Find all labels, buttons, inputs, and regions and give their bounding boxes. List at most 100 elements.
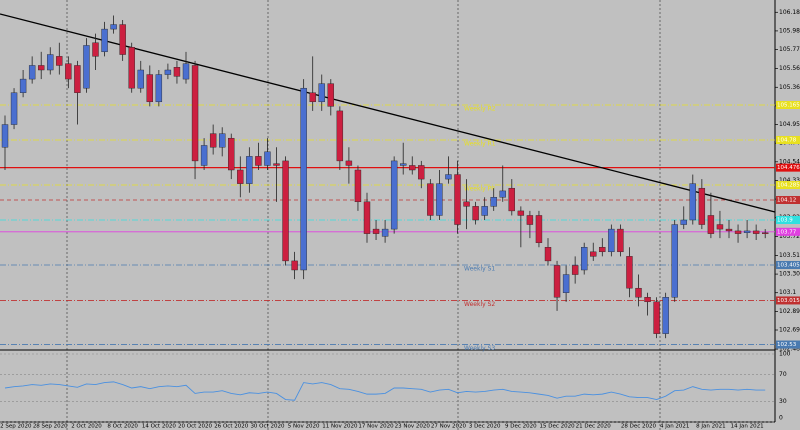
level-box [776,216,800,224]
indicator-line [4,381,766,401]
level-value: 103.9 [777,218,793,224]
candle-body [110,24,117,30]
level-box [776,196,800,204]
candle-body [318,83,325,103]
level-box [776,163,800,172]
candle-body [762,232,769,234]
level-name: Weekly S2 [464,301,495,308]
level-value: 103.77 [777,229,797,235]
candle-body [119,24,126,55]
level-box [776,101,800,109]
candle-body [472,206,479,221]
x-tick-label: 14 Oct 2020 [142,424,177,430]
candle-body [716,224,724,230]
level-value: 105.165 [777,103,800,109]
candle-body [662,297,669,334]
level-value: 104.78 [777,138,797,144]
x-tick-label: 8 Jan 2021 [696,424,725,430]
indicator-tick-label: 70 [779,371,787,378]
x-tick-label: 17 Nov 2020 [358,424,394,430]
x-tick-label: 23 Nov 2020 [395,424,431,430]
candle-body [562,274,570,293]
candle-body [526,215,534,225]
level-value: 104.285 [777,183,800,189]
candle-body [74,65,81,93]
candle-body [490,197,497,207]
candle-body [508,187,515,212]
x-tick-label: 15 Dec 2020 [539,424,575,430]
y-tick-label: 104.95 [779,121,800,128]
level-name: Weekly R2 [464,106,496,113]
candle-body [155,74,163,103]
candle-body [345,160,353,166]
y-tick-label: 103.51 [779,252,800,259]
candle-body [146,74,154,103]
x-tick-label: 4 Jan 2021 [660,424,689,430]
candle-body [228,137,235,171]
candle-body [617,228,624,253]
candle-body [336,110,344,162]
indicator-tick-label: 30 [779,398,787,405]
level-value: 104.476 [777,165,800,171]
candle-body [725,228,733,232]
x-tick-label: 21 Dec 2020 [576,424,612,430]
candle-body [28,65,36,80]
candle-body [10,92,18,125]
candle-body [273,163,280,166]
candle-body [92,42,99,57]
y-tick-label: 102.48 [779,346,800,353]
y-tick-label: 103.72 [779,233,800,240]
candle-body [65,63,72,80]
candle-body [517,210,525,216]
y-tick-label: 103.1 [779,289,796,296]
y-tick-label: 104.54 [779,158,800,165]
x-tick-label: 30 Oct 2020 [250,424,285,430]
candle-body [83,45,90,89]
candle-body [581,247,588,271]
level-box [776,136,800,144]
level-value: 103.405 [777,263,800,269]
y-tick-label: 102.895 [779,308,800,315]
candle-body [173,67,181,77]
y-tick-label: 106.185 [779,9,800,16]
trend-line [0,13,776,213]
x-tick-label: 20 Oct 2020 [178,424,213,430]
candle-body [608,228,615,253]
candle-body [689,183,696,221]
candle-body [363,201,371,234]
y-tick-label: 105.36 [779,84,800,91]
x-tick-label: 3 Dec 2020 [469,424,501,430]
x-tick-label: 11 Nov 2020 [322,424,358,430]
x-tick-label: 9 Dec 2020 [505,424,537,430]
candle-body [19,78,27,93]
y-tick-label: 105.98 [779,27,800,34]
candle-body [381,228,389,237]
candle-body [571,265,579,275]
indicator-tick-label: 100 [779,351,791,358]
level-box [776,340,800,349]
candle-body [590,251,597,257]
candle-body [101,28,108,53]
candle-body [291,260,298,271]
candle-body [282,160,289,262]
candle-body [200,145,208,166]
candle-body [653,301,660,334]
level-value: 103.015 [777,298,800,304]
y-tick-label: 103.305 [779,271,800,278]
candle-body [734,230,742,234]
level-value: 104.12 [777,198,796,204]
candle-body [752,230,760,234]
candle-body [599,247,606,253]
candle-body [535,215,543,243]
level-box [776,227,800,236]
candle-body [743,230,751,233]
candle-body [246,156,253,184]
x-tick-label: 26 Oct 2020 [214,424,249,430]
candle-body [445,174,452,180]
candle-body [137,69,144,89]
candle-body [680,219,687,225]
candle-body [454,174,461,225]
level-name: Weekly S1 [464,266,495,273]
